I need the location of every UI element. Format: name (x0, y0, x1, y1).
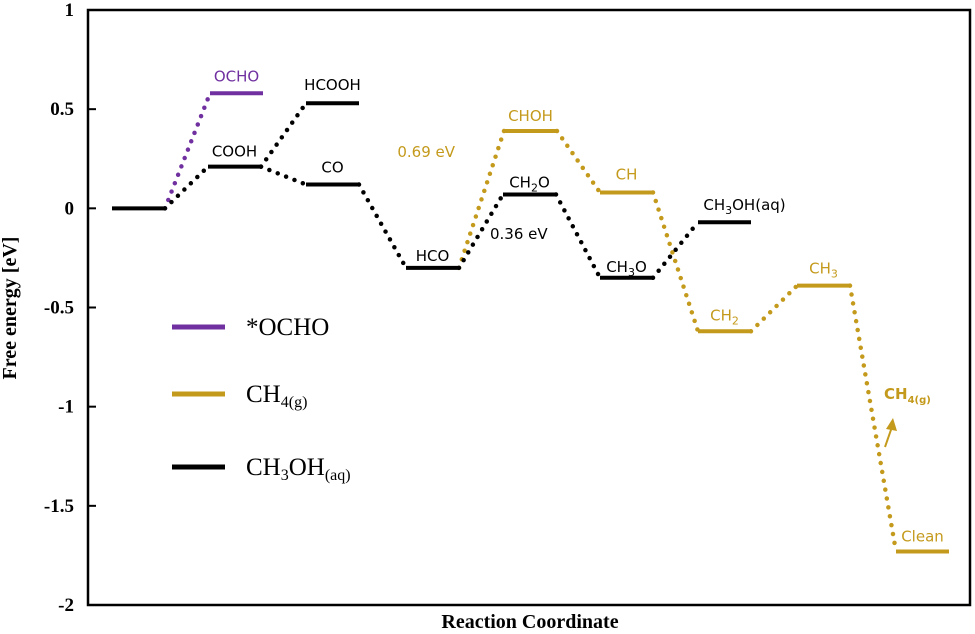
legend: *OCHO CH4(g) CH3OH(aq) (172, 314, 351, 484)
y-axis-title: Free energy [eV] (0, 237, 21, 380)
connector-ch-ch2 (650, 190, 701, 334)
connector-co-hco (356, 182, 409, 271)
connector-hco-choh (456, 128, 507, 271)
connector-start-cooh (162, 164, 211, 211)
legend-label-ch3oh: CH3OH(aq) (246, 454, 351, 484)
state-labels-layer: OCHO COOH HCOOH CO HCO CHOH CH2O CH CH3O CH3OH(aq… (212, 67, 944, 545)
state-label-ch: CH (616, 165, 638, 183)
connector-hco-ch2o (456, 192, 506, 271)
annotations-layer: 0.69 eV 0.36 eV CH4(g) (397, 143, 931, 448)
connector-cooh-co (258, 164, 309, 187)
state-label-cooh: COOH (212, 143, 257, 161)
connector-ch2o-ch3o (553, 192, 603, 280)
connections-layer (162, 91, 899, 554)
state-label-clean: Clean (901, 527, 944, 545)
connector-choh-ch (554, 128, 603, 195)
y-tick-label: -0.5 (44, 298, 74, 319)
state-label-ocho: OCHO (214, 67, 259, 85)
state-label-ch2: CH2 (710, 306, 739, 327)
legend-label-ocho: *OCHO (246, 314, 329, 341)
x-axis-title: Reaction Coordinate (441, 611, 618, 633)
state-label-ch3o: CH3O (606, 258, 647, 279)
y-tick-label: -2 (58, 595, 74, 616)
connector-ch3o-ch3oh (650, 219, 701, 280)
state-label-ch2o: CH2O (509, 173, 550, 194)
annotation-barrier-ch4: 0.69 eV (397, 143, 455, 161)
connector-ch3-clean (847, 283, 899, 554)
y-tick-label: 0 (65, 198, 75, 219)
y-tick-label: 0.5 (50, 99, 74, 120)
energy-levels-layer (112, 91, 949, 554)
legend-label-ch4: CH4(g) (246, 381, 307, 411)
y-tick-label: -1.5 (44, 496, 74, 517)
y-tick-label: 1 (65, 0, 75, 21)
connector-cooh-hcooh (258, 100, 309, 169)
state-label-ch3oh: CH3OH(aq) (703, 196, 785, 217)
connector-start-ocho (162, 91, 213, 211)
annotation-barrier-ch3oh: 0.36 eV (490, 225, 548, 243)
annotation-ch4-release: CH4(g) (884, 385, 931, 406)
state-label-hco: HCO (416, 247, 450, 265)
axes: 1 0.5 0 -0.5 -1 -1.5 -2 (44, 0, 972, 616)
y-tick-label: -1 (58, 397, 74, 418)
state-label-co: CO (321, 159, 343, 177)
state-label-hcooh: HCOOH (304, 76, 361, 94)
plot-frame (86, 8, 972, 607)
connector-ch2-ch3 (748, 283, 800, 334)
ch4-release-arrowhead (886, 418, 897, 431)
state-label-choh: CHOH (508, 107, 553, 125)
state-label-ch3: CH3 (809, 260, 838, 281)
